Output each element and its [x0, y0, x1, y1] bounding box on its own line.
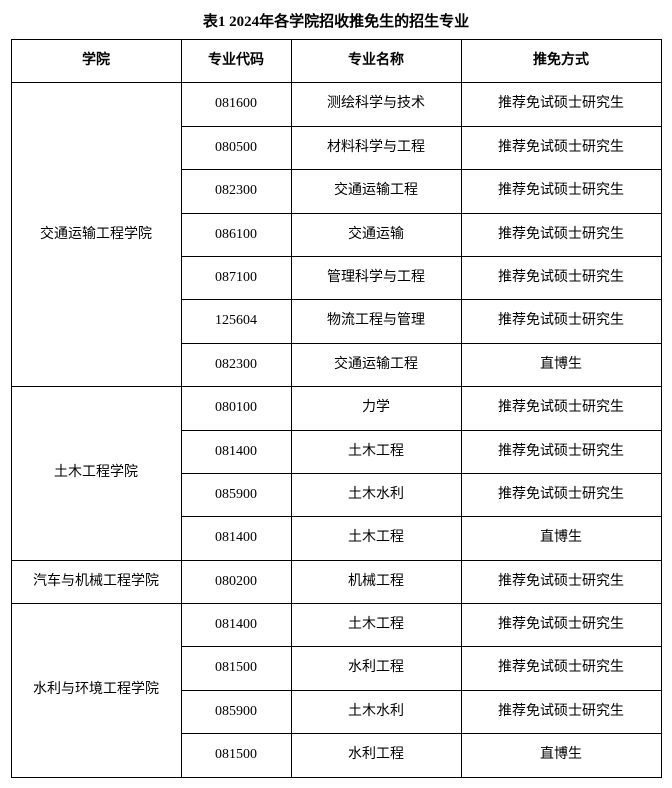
cell-code: 085900: [181, 473, 291, 516]
header-method: 推免方式: [461, 40, 661, 83]
cell-code: 081600: [181, 83, 291, 126]
cell-code: 082300: [181, 343, 291, 386]
cell-code: 087100: [181, 256, 291, 299]
cell-method: 推荐免试硕士研究生: [461, 647, 661, 690]
cell-method: 推荐免试硕士研究生: [461, 170, 661, 213]
cell-major: 水利工程: [291, 647, 461, 690]
cell-college: 汽车与机械工程学院: [11, 560, 181, 603]
cell-major: 土木水利: [291, 473, 461, 516]
cell-code: 081400: [181, 604, 291, 647]
cell-major: 土木工程: [291, 517, 461, 560]
table-row: 汽车与机械工程学院080200机械工程推荐免试硕士研究生: [11, 560, 661, 603]
cell-major: 管理科学与工程: [291, 256, 461, 299]
header-college: 学院: [11, 40, 181, 83]
cell-method: 推荐免试硕士研究生: [461, 387, 661, 430]
cell-college: 水利与环境工程学院: [11, 604, 181, 778]
cell-code: 081500: [181, 734, 291, 777]
cell-major: 交通运输: [291, 213, 461, 256]
table-row: 交通运输工程学院081600测绘科学与技术推荐免试硕士研究生: [11, 83, 661, 126]
cell-code: 080100: [181, 387, 291, 430]
cell-code: 081400: [181, 430, 291, 473]
table-header-row: 学院 专业代码 专业名称 推免方式: [11, 40, 661, 83]
cell-code: 081400: [181, 517, 291, 560]
cell-code: 085900: [181, 690, 291, 733]
cell-method: 推荐免试硕士研究生: [461, 300, 661, 343]
cell-major: 水利工程: [291, 734, 461, 777]
cell-major: 力学: [291, 387, 461, 430]
cell-code: 125604: [181, 300, 291, 343]
cell-method: 推荐免试硕士研究生: [461, 83, 661, 126]
cell-major: 机械工程: [291, 560, 461, 603]
cell-major: 交通运输工程: [291, 170, 461, 213]
cell-code: 080200: [181, 560, 291, 603]
cell-major: 土木工程: [291, 604, 461, 647]
cell-method: 推荐免试硕士研究生: [461, 256, 661, 299]
cell-method: 推荐免试硕士研究生: [461, 213, 661, 256]
cell-method: 推荐免试硕士研究生: [461, 430, 661, 473]
cell-method: 推荐免试硕士研究生: [461, 473, 661, 516]
cell-method: 直博生: [461, 517, 661, 560]
cell-method: 推荐免试硕士研究生: [461, 560, 661, 603]
table-row: 水利与环境工程学院081400土木工程推荐免试硕士研究生: [11, 604, 661, 647]
cell-code: 086100: [181, 213, 291, 256]
admissions-table: 学院 专业代码 专业名称 推免方式 交通运输工程学院081600测绘科学与技术推…: [11, 39, 662, 778]
cell-method: 推荐免试硕士研究生: [461, 690, 661, 733]
table-title: 表1 2024年各学院招收推免生的招生专业: [10, 10, 662, 31]
table-row: 土木工程学院080100力学推荐免试硕士研究生: [11, 387, 661, 430]
cell-method: 推荐免试硕士研究生: [461, 126, 661, 169]
cell-code: 080500: [181, 126, 291, 169]
cell-method: 推荐免试硕士研究生: [461, 604, 661, 647]
cell-major: 交通运输工程: [291, 343, 461, 386]
cell-college: 交通运输工程学院: [11, 83, 181, 387]
cell-college: 土木工程学院: [11, 387, 181, 561]
cell-major: 材料科学与工程: [291, 126, 461, 169]
cell-major: 土木水利: [291, 690, 461, 733]
header-code: 专业代码: [181, 40, 291, 83]
cell-method: 直博生: [461, 734, 661, 777]
cell-major: 测绘科学与技术: [291, 83, 461, 126]
cell-code: 081500: [181, 647, 291, 690]
cell-major: 土木工程: [291, 430, 461, 473]
cell-major: 物流工程与管理: [291, 300, 461, 343]
header-major: 专业名称: [291, 40, 461, 83]
cell-code: 082300: [181, 170, 291, 213]
cell-method: 直博生: [461, 343, 661, 386]
